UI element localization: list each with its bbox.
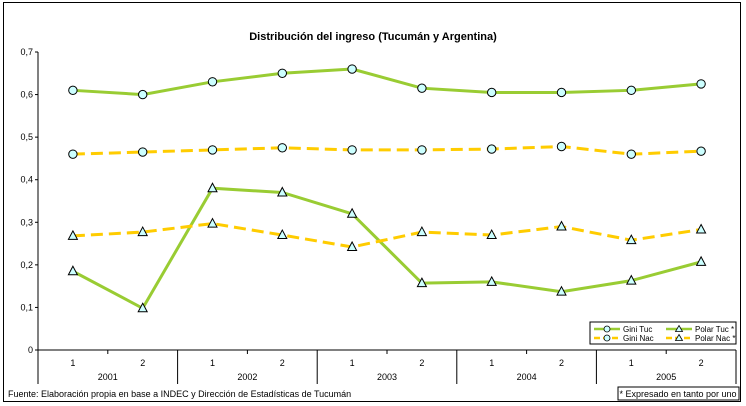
- data-point-gini-nac: [626, 149, 636, 159]
- data-point-gini-nac: [277, 143, 287, 153]
- y-tick-label: 0,5: [20, 132, 33, 142]
- data-point-polar-tuc: [556, 285, 567, 296]
- data-point-polar-nac: [67, 229, 79, 240]
- y-tick-label: 0,1: [20, 302, 33, 312]
- data-point-polar-nac: [695, 223, 707, 234]
- series-gini-nac: [68, 141, 706, 159]
- legend-marker: [674, 324, 684, 332]
- data-point-polar-tuc: [486, 275, 498, 286]
- data-point-polar-tuc: [207, 182, 218, 193]
- x-tick-label-year: 2004: [517, 372, 537, 382]
- line-chart: Distribución del ingreso (Tucumán y Arge…: [8, 31, 740, 401]
- series-line-gini-tuc: [72, 67, 702, 97]
- x-tick-label-year: 2003: [377, 372, 397, 382]
- data-point-polar-nac: [486, 228, 498, 240]
- unit-note-box: [617, 386, 740, 401]
- x-tick-label-year: 2001: [98, 372, 118, 382]
- data-point-gini-tuc: [626, 85, 636, 96]
- x-tick-label-year: 2005: [656, 372, 676, 382]
- series-line-polar-nac: [72, 222, 702, 249]
- data-point-polar-nac: [137, 226, 149, 237]
- data-point-polar-nac: [276, 228, 288, 240]
- data-point-gini-tuc: [68, 85, 78, 96]
- data-point-polar-nac: [207, 217, 218, 228]
- y-tick-label: 0,6: [20, 90, 33, 100]
- x-tick-label-semester: 1: [629, 358, 634, 368]
- legend-marker: [603, 334, 611, 342]
- axes: 0 0,1 0,2 0,3 0,4 0,5 0,6 0,7 1 2 1 2 1 2 1 2 1 2 2001 2002…: [20, 47, 737, 384]
- data-point-polar-tuc: [346, 207, 358, 218]
- data-point-gini-nac: [417, 145, 427, 155]
- data-point-gini-tuc: [696, 79, 706, 89]
- legend-item-polar-tuc: Polar Tuc *: [666, 324, 734, 334]
- data-point-gini-tuc: [487, 87, 497, 98]
- data-point-gini-nac: [138, 147, 148, 157]
- data-point-gini-tuc: [417, 83, 427, 93]
- series-polar-nac: [67, 217, 707, 251]
- series-line-polar-tuc: [72, 186, 702, 311]
- data-point-polar-nac: [625, 234, 637, 245]
- x-tick-label-semester: 2: [419, 358, 424, 368]
- x-tick-label-semester: 2: [140, 358, 145, 368]
- x-tick-label-year: 2002: [237, 372, 257, 382]
- unit-note: * Expresado en tanto por uno: [619, 389, 736, 399]
- data-point-polar-nac: [346, 240, 358, 251]
- legend-label: Polar Tuc *: [695, 325, 734, 334]
- legend-label: Gini Nac: [623, 334, 654, 343]
- chart-frame: Distribución del ingreso (Tucumán y Arge…: [3, 2, 741, 402]
- data-point-gini-nac: [487, 144, 497, 154]
- series-layer: [67, 64, 707, 313]
- data-point-polar-nac: [416, 226, 428, 237]
- data-point-gini-tuc: [556, 87, 567, 98]
- data-point-polar-nac: [556, 220, 567, 231]
- legend-item-gini-nac: Gini Nac: [594, 334, 654, 343]
- data-point-gini-nac: [68, 149, 78, 159]
- x-tick-label-semester: 1: [210, 358, 215, 368]
- x-tick-label-semester: 2: [699, 358, 704, 368]
- legend-item-polar-nac: Polar Nac *: [666, 333, 735, 343]
- y-tick-label: 0: [28, 345, 33, 355]
- legend-item-gini-tuc: Gini Tuc: [594, 325, 652, 334]
- x-tick-label-semester: 1: [70, 358, 75, 368]
- series-line-gini-nac: [72, 145, 702, 156]
- x-tick-label-semester: 2: [559, 358, 564, 368]
- data-point-gini-nac: [696, 146, 706, 156]
- data-point-polar-tuc: [416, 277, 428, 288]
- y-tick-label: 0,4: [20, 175, 33, 185]
- legend-box: [589, 321, 737, 345]
- data-point-gini-tuc: [347, 64, 357, 74]
- x-tick-label-semester: 1: [350, 358, 355, 368]
- data-point-gini-nac: [347, 145, 357, 155]
- data-point-gini-tuc: [277, 68, 287, 78]
- data-point-gini-nac: [207, 145, 218, 155]
- data-point-gini-nac: [556, 141, 567, 152]
- chart-title: Distribución del ingreso (Tucumán y Arge…: [249, 31, 497, 43]
- legend-marker: [603, 325, 611, 333]
- y-tick-label: 0,3: [20, 217, 33, 227]
- legend-label: Polar Nac *: [695, 334, 735, 343]
- series-polar-tuc: [67, 182, 707, 313]
- data-point-polar-tuc: [625, 274, 637, 285]
- y-tick-label: 0,7: [20, 47, 33, 57]
- y-tick-label: 0,2: [20, 260, 33, 270]
- legend-label: Gini Tuc: [623, 325, 652, 334]
- data-point-polar-tuc: [695, 255, 707, 266]
- x-tick-label-semester: 1: [489, 358, 494, 368]
- data-point-gini-tuc: [207, 77, 218, 87]
- data-point-polar-tuc: [276, 186, 288, 197]
- series-gini-tuc: [68, 64, 706, 100]
- legend-marker: [674, 333, 684, 341]
- source-note: Fuente: Elaboración propia en base a IND…: [8, 389, 351, 399]
- x-tick-label-semester: 2: [280, 358, 285, 368]
- data-point-polar-tuc: [137, 302, 149, 313]
- data-point-polar-tuc: [67, 265, 79, 276]
- data-point-gini-tuc: [138, 89, 148, 100]
